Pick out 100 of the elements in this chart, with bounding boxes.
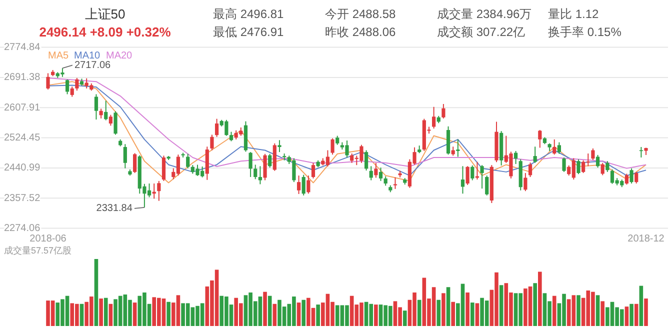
candlestick — [302, 174, 306, 196]
candlestick — [432, 106, 436, 130]
text: MA5 — [48, 50, 69, 62]
candlestick — [248, 152, 252, 178]
y-tick-label: 2607.91 — [4, 102, 41, 114]
candlestick — [104, 100, 108, 121]
candlestick — [446, 126, 450, 156]
text: 最低 2476.91 — [213, 25, 284, 40]
candlestick — [157, 180, 161, 202]
candlestick — [186, 153, 190, 169]
bar — [104, 298, 108, 326]
candlestick — [466, 166, 470, 186]
candlestick — [330, 138, 334, 156]
candlestick — [562, 156, 566, 172]
bar — [466, 292, 470, 326]
candlestick — [296, 175, 301, 194]
bar — [80, 304, 84, 326]
candlestick — [94, 94, 98, 120]
candlestick — [552, 138, 556, 156]
bar — [644, 298, 648, 326]
text: MA20 — [106, 50, 133, 62]
candlestick — [214, 118, 219, 138]
candlestick — [480, 164, 484, 190]
text: 成交量 2384.96万 — [437, 7, 532, 22]
bar — [446, 287, 450, 326]
candlestick — [514, 150, 518, 164]
candlestick — [369, 166, 373, 181]
text: 换手率 0.15% — [548, 25, 622, 40]
bar — [442, 293, 446, 326]
candlestick — [108, 114, 112, 126]
candlestick — [538, 130, 542, 148]
bar — [108, 304, 113, 326]
annotation: 2331.84 — [96, 203, 133, 214]
candlestick — [456, 138, 460, 158]
candlestick — [99, 108, 103, 119]
bar — [296, 302, 301, 326]
candlestick — [70, 86, 74, 98]
y-tick-label: 2524.45 — [4, 132, 41, 144]
bar — [630, 304, 634, 326]
bar — [624, 306, 629, 326]
candlestick — [65, 78, 70, 95]
candlestick — [591, 148, 595, 161]
bar — [470, 302, 474, 326]
bar — [316, 304, 320, 326]
candlestick — [268, 153, 272, 168]
bar — [374, 304, 378, 326]
candlestick — [258, 166, 262, 185]
bar — [639, 286, 644, 326]
candlestick — [630, 168, 634, 184]
bar — [166, 302, 170, 326]
candlestick — [442, 103, 446, 119]
candlestick — [162, 155, 166, 182]
candlestick — [336, 135, 340, 146]
candlestick — [114, 110, 118, 136]
bar — [272, 304, 277, 326]
y-tick-label: 2691.38 — [4, 72, 41, 84]
candlestick — [557, 142, 561, 154]
bar — [99, 298, 103, 326]
bar — [451, 302, 455, 326]
candlestick — [229, 131, 234, 142]
bar — [94, 259, 98, 326]
candlestick — [374, 162, 378, 178]
bar — [417, 300, 422, 326]
bar — [576, 295, 580, 326]
candlestick — [460, 166, 465, 194]
chart-subtitle: 2496.14 +8.09 +0.32% — [39, 24, 172, 40]
bar — [600, 301, 604, 326]
bar — [596, 295, 600, 326]
x-tick-label: 2018-06 — [30, 234, 67, 245]
candlestick — [75, 77, 79, 92]
candlestick — [596, 154, 600, 168]
y-tick-label: 2440.99 — [4, 162, 41, 174]
candlestick — [384, 176, 388, 186]
x-tick-label: 2018-12 — [628, 234, 665, 245]
text: 今开 2488.58 — [325, 7, 396, 22]
bar — [552, 296, 556, 326]
text: 最高 2496.81 — [213, 7, 284, 22]
bar — [402, 310, 407, 326]
candlestick — [133, 152, 137, 174]
candlestick — [634, 171, 638, 184]
chart-title: 上证50 — [84, 6, 126, 22]
candlestick — [624, 173, 629, 186]
text: 昨收 2488.06 — [325, 25, 396, 40]
y-tick-label: 2274.06 — [4, 222, 41, 234]
bar — [634, 304, 638, 326]
bar — [533, 283, 537, 326]
bar — [499, 285, 504, 326]
candlestick — [210, 134, 214, 151]
candlestick — [364, 150, 368, 171]
candlestick — [311, 162, 316, 179]
bar — [538, 272, 542, 326]
candlestick — [524, 172, 528, 192]
text: 量比 1.12 — [548, 7, 600, 22]
bar — [132, 302, 137, 326]
candlestick — [254, 164, 258, 180]
candlestick — [576, 158, 580, 175]
candlestick — [606, 160, 610, 172]
candlestick — [470, 164, 474, 181]
candlestick — [485, 175, 489, 196]
candlestick — [46, 72, 50, 90]
